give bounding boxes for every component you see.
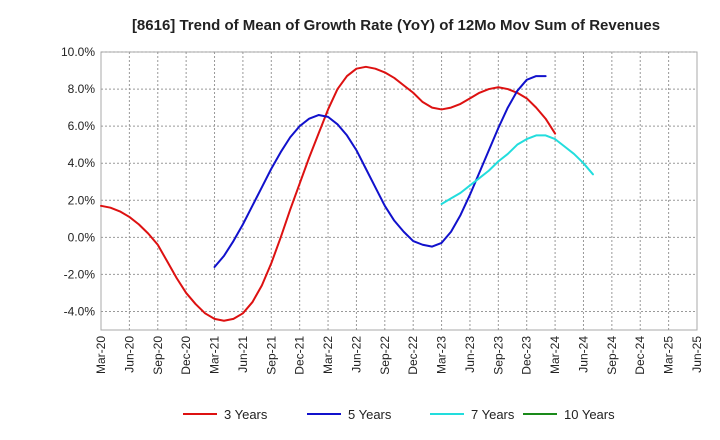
x-tick-label: Jun-24 [576,336,590,373]
legend-label: 10 Years [564,407,615,422]
series-line-5-years [213,75,547,268]
legend-label: 3 Years [224,407,268,422]
y-tick-label: 8.0% [68,82,96,96]
y-tick-label: 4.0% [68,156,96,170]
x-tick-label: Sep-23 [491,336,505,375]
x-tick-label: Jun-20 [122,336,136,373]
y-tick-label: -2.0% [64,267,96,281]
y-axis-ticks: -4.0% -2.0% 0.0% 2.0% 4.0% 6.0% 8.0% 10.0% [61,45,95,318]
chart-title: [8616] Trend of Mean of Growth Rate (YoY… [132,17,660,34]
legend-label: 7 Years [471,407,515,422]
x-tick-label: Mar-21 [208,336,222,374]
legend-label: 5 Years [348,407,392,422]
y-tick-label: -4.0% [64,304,96,318]
x-tick-label: Jun-23 [463,336,477,373]
y-tick-label: 6.0% [68,119,96,133]
legend: 3 Years 5 Years 7 Years 10 Years [183,407,615,422]
x-tick-label: Mar-20 [94,336,108,374]
x-tick-label: Mar-25 [662,336,676,374]
x-tick-label: Jun-22 [349,336,363,373]
x-tick-label: Mar-23 [435,336,449,374]
x-tick-label: Sep-21 [264,336,278,375]
x-tick-label: Sep-22 [378,336,392,375]
x-tick-label: Dec-22 [406,336,420,375]
x-tick-label: Mar-22 [321,336,335,374]
y-tick-label: 0.0% [68,230,96,244]
y-tick-label: 10.0% [61,45,95,59]
x-tick-label: Dec-24 [633,336,647,375]
x-tick-label: Dec-23 [520,336,534,375]
x-tick-label: Dec-21 [293,336,307,375]
series-line-3-years [100,65,557,322]
x-tick-label: Jun-25 [690,336,704,373]
x-tick-label: Sep-24 [605,336,619,375]
y-tick-label: 2.0% [68,193,96,207]
series-line-7-years [440,134,594,205]
x-axis-ticks: Mar-20 Jun-20 Sep-20 Dec-20 Mar-21 Jun-21 Sep-… [94,336,704,375]
grid [101,51,697,330]
series-lines [100,65,594,322]
x-tick-label: Dec-20 [179,336,193,375]
x-tick-label: Sep-20 [151,336,165,375]
x-tick-label: Mar-24 [548,336,562,374]
plot-area [100,51,698,331]
x-tick-label: Jun-21 [236,336,250,373]
